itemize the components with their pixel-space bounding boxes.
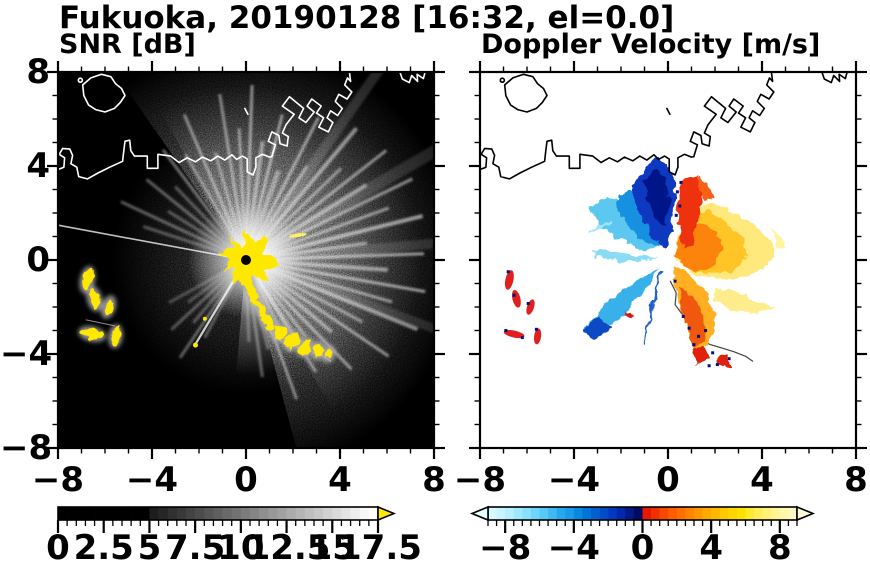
aliasing-speckle	[681, 314, 685, 318]
snr-panel-title: SNR [dB]	[59, 29, 196, 60]
velocity-field	[480, 72, 848, 369]
velocity-patch-n-red-column	[678, 175, 704, 252]
velocity-patch-w-streak	[588, 222, 612, 231]
islet-mark	[77, 77, 84, 84]
velocity-colorbar-tick-label: 4	[699, 528, 723, 568]
snr-x-axis-tick-label: −8	[31, 460, 85, 500]
snr-clutter-arcs	[81, 269, 120, 346]
velocity-x-axis-tick-label: −4	[547, 460, 601, 500]
velocity-colorbar-tick-label: −4	[547, 528, 600, 568]
velocity-panel-title: Doppler Velocity [m/s]	[481, 29, 821, 60]
aliasing-speckle	[679, 180, 683, 184]
velocity-patches	[582, 156, 786, 369]
aliasing-speckle	[678, 204, 682, 208]
aliasing-speckle	[707, 364, 711, 368]
velocity-patch-s-red-blob1	[692, 346, 710, 365]
velocity-patch-w-pale-wedge	[591, 250, 659, 262]
velocity-colorbar	[469, 505, 816, 533]
snr-panel-plot	[47, 61, 445, 459]
figure-title: Fukuoka, 20190128 [16:32, el=0.0]	[59, 0, 675, 36]
y-axis-tick-label: 8	[26, 52, 50, 92]
cb-vel-segments	[488, 507, 798, 520]
velocity-x-axis-tick-label: −8	[453, 460, 507, 500]
aliasing-speckle	[711, 351, 715, 355]
snr-x-axis-tick-label: 0	[234, 460, 258, 500]
snr-x-axis-tick-label: 4	[328, 460, 352, 500]
snr-x-axis-tick-label: −4	[125, 460, 179, 500]
aliasing-speckle	[715, 363, 719, 367]
velocity-x-axis-tick-label: 4	[750, 460, 774, 500]
velocity-clutter-spots	[503, 270, 542, 345]
velocity-patch-n-navy	[645, 167, 670, 225]
velocity-patch-e-pale-bits	[773, 229, 786, 249]
velocity-patch-ne-orange-spurs	[696, 176, 715, 202]
y-axis-tick-label: 4	[26, 146, 50, 186]
cb-snr-segments	[58, 507, 379, 520]
snr-ne-dash	[288, 233, 307, 238]
aliasing-speckle	[673, 279, 677, 283]
snr-colorbar-tick-label: 5	[137, 528, 162, 568]
velocity-patch-ssw-streak	[643, 271, 663, 344]
aliasing-speckle	[687, 326, 691, 330]
aliasing-speckle	[697, 334, 701, 338]
velocity-patch-nw-cyan-fan	[586, 195, 658, 252]
coastline-overlay-black	[480, 72, 848, 180]
snr-colorbar-tick-label: 12.5	[246, 528, 331, 568]
snr-sw-thread	[85, 319, 115, 327]
coastline-overlay-white	[58, 72, 426, 180]
snr-echo-field	[58, 72, 434, 448]
snr-colorbar-tick-label: 17.5	[338, 528, 422, 568]
velocity-patch-sw-blue-tip	[582, 315, 613, 338]
velocity-colorbar-tick-label: −8	[479, 528, 532, 568]
velocity-patch-nw-mid-blue	[612, 190, 660, 246]
radar-site-dot	[241, 255, 251, 265]
velocity-colorbar-tick-label: 8	[767, 528, 792, 568]
snr-x-axis-tick-label: 8	[422, 460, 446, 500]
y-axis-tick-label: −8	[0, 428, 53, 468]
velocity-colorbar-tick-label: 0	[630, 528, 655, 568]
velocity-panel-plot	[469, 61, 867, 459]
plot-frame	[56, 70, 436, 450]
y-axis-tick-label: 0	[26, 240, 50, 280]
snr-tip-dot	[202, 316, 207, 321]
snr-colorbar-tick-label: 15	[308, 528, 356, 568]
aliasing-speckle	[675, 190, 679, 194]
overflow-arrow	[377, 505, 397, 522]
snr-colorbar-tick-label: 0	[46, 528, 70, 568]
plot-frame	[478, 70, 858, 450]
snr-colorbar	[56, 505, 397, 533]
velocity-x-axis-tick-label: 8	[844, 460, 868, 500]
aliasing-speckle	[727, 357, 731, 361]
velocity-patch-sw-red-dash	[623, 312, 635, 318]
aliasing-speckle	[674, 213, 678, 217]
aliasing-speckle	[704, 329, 708, 332]
snr-colorbar-tick-label: 10	[217, 528, 265, 568]
overflow-arrow	[796, 505, 816, 522]
snr-colorbar-tick-label: 7.5	[165, 528, 226, 568]
velocity-x-axis-tick-label: 0	[656, 460, 680, 500]
islet-mark	[499, 77, 506, 84]
y-axis-tick-label: −4	[0, 334, 53, 374]
velocity-patch-se-yellow-streaks	[712, 285, 777, 315]
aliasing-speckle	[692, 343, 696, 347]
radar-site-dot	[663, 255, 673, 265]
snr-colorbar-tick-label: 2.5	[73, 528, 134, 568]
underflow-arrow	[469, 505, 489, 522]
snr-tip-dot	[192, 342, 198, 348]
